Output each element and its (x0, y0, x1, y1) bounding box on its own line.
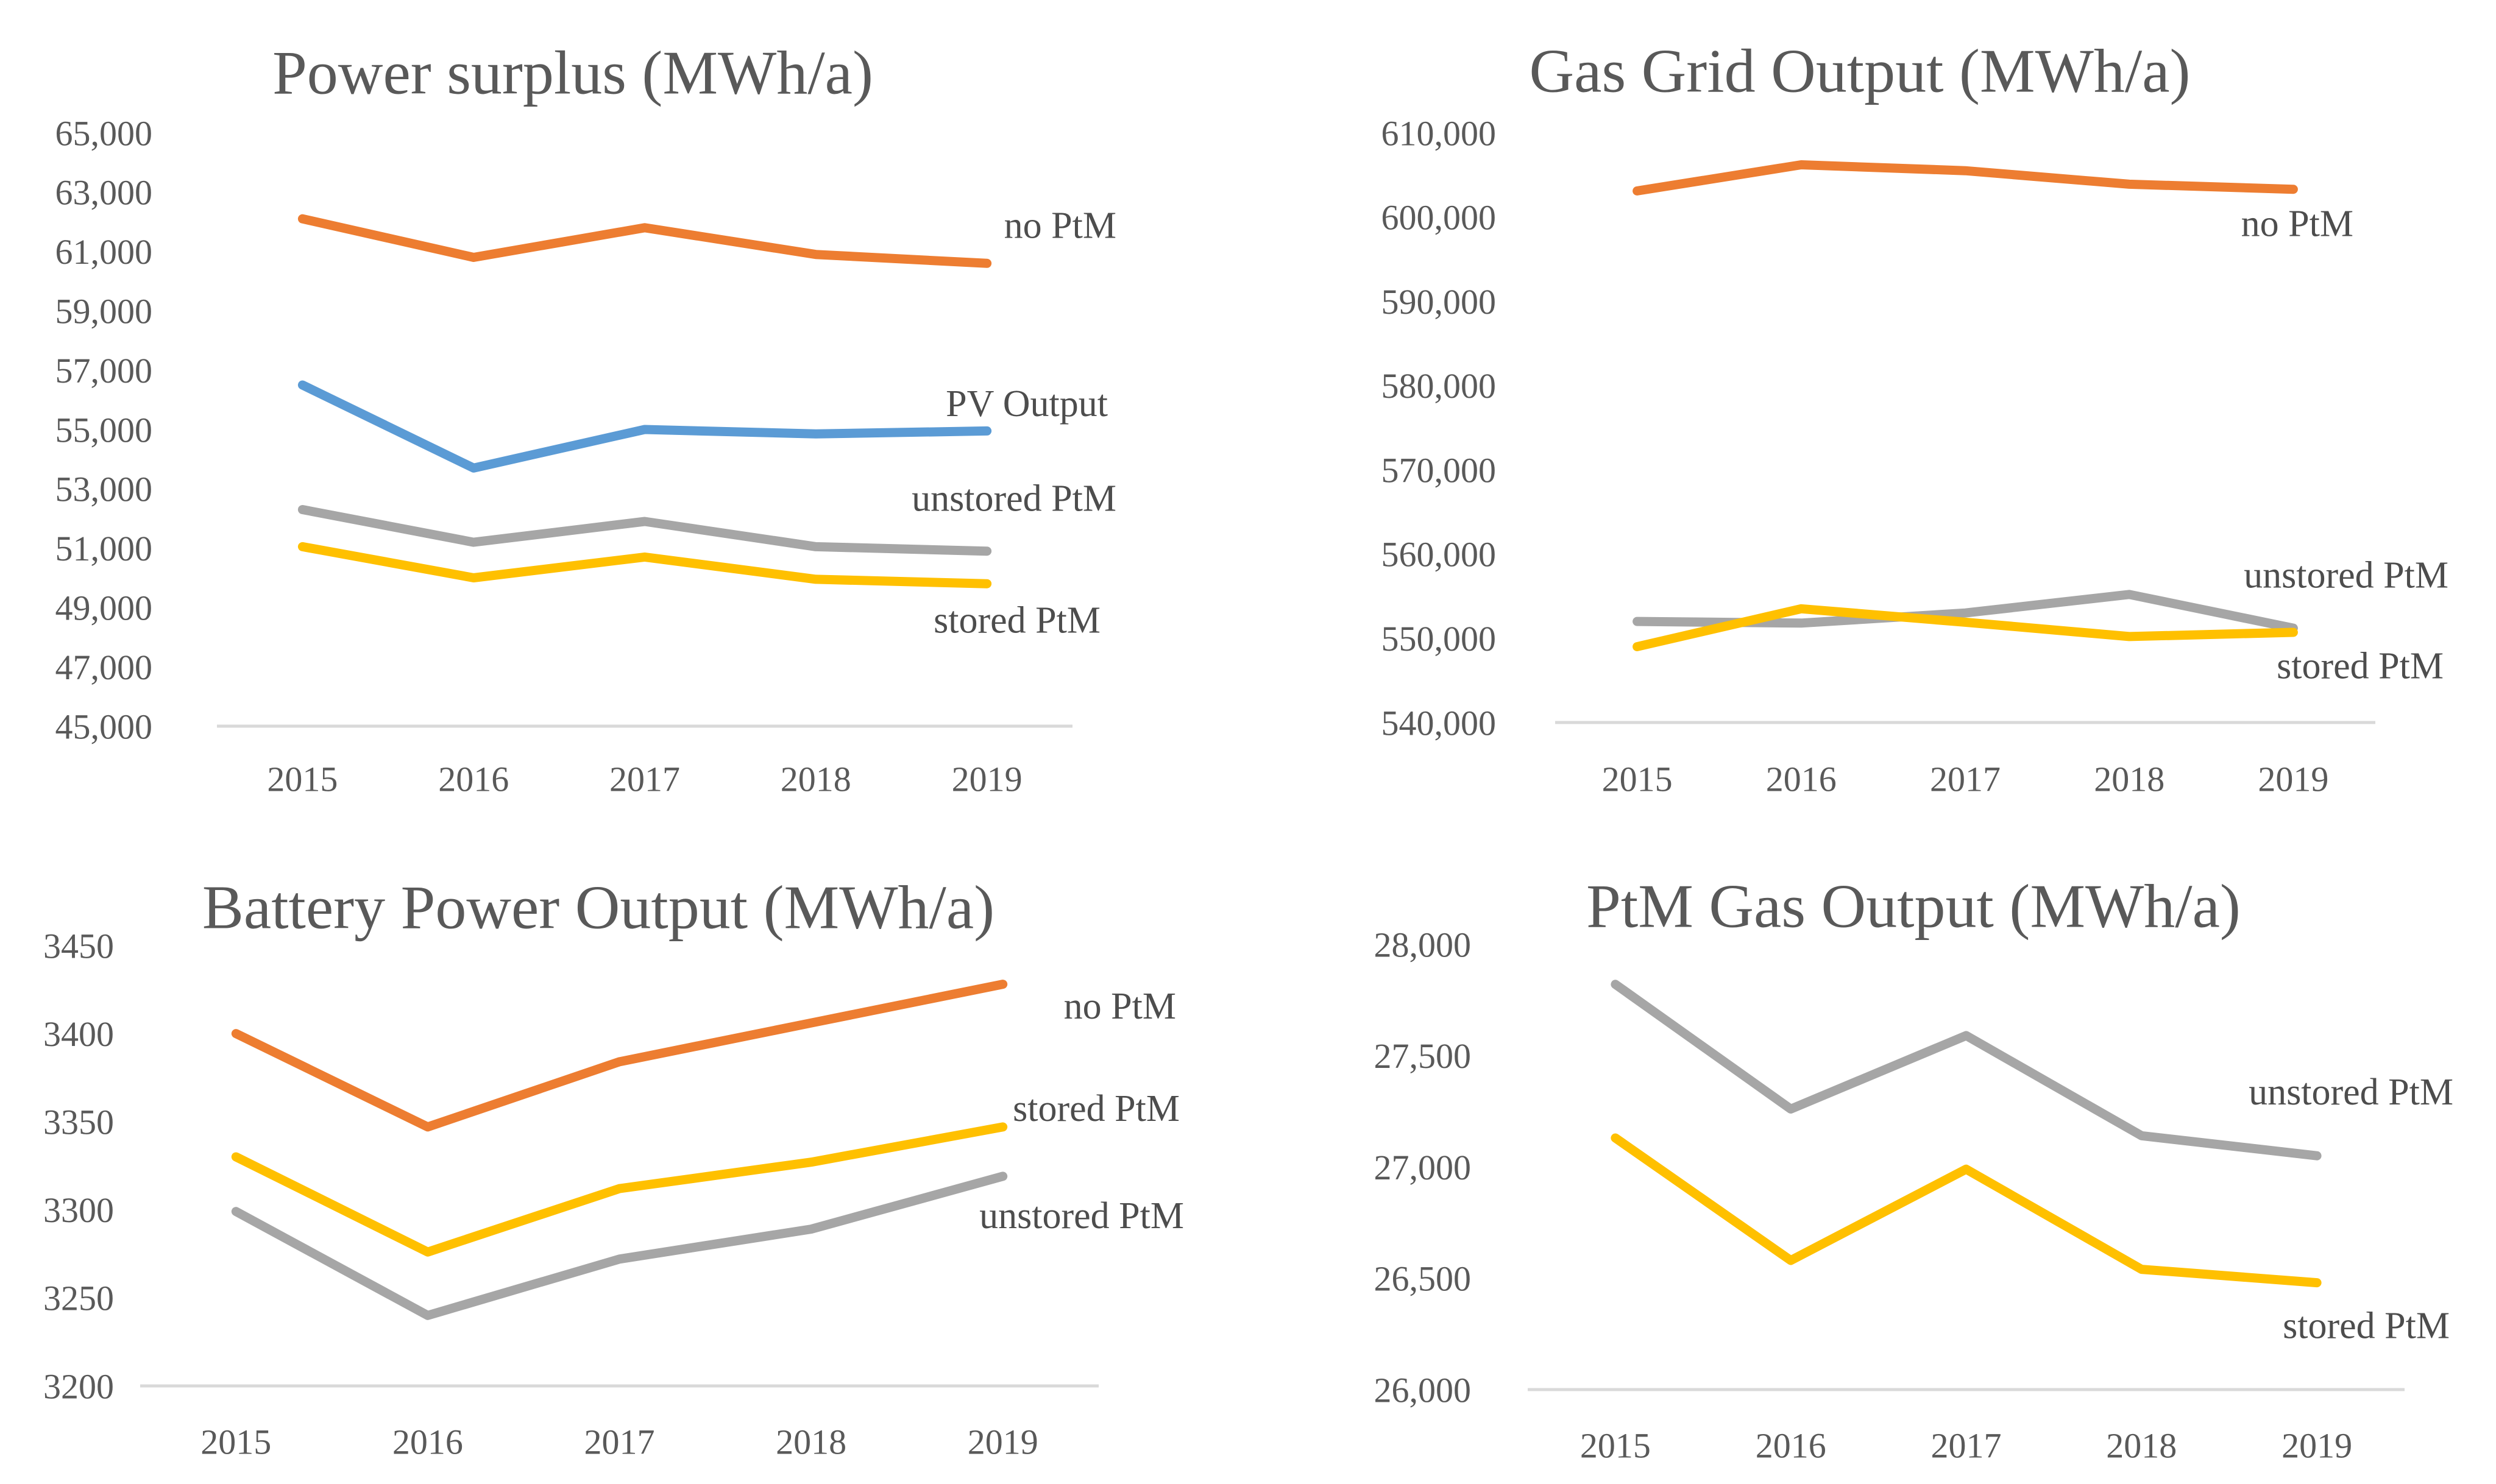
x-axis-label: 2016 (1756, 1426, 1826, 1465)
x-axis-label: 2019 (2282, 1426, 2352, 1465)
chart-gas-grid-output-mwh-a-: Gas Grid Output (MWh/a) 610,000 600,000 590… (1381, 37, 2449, 799)
y-axis-tick-label: 3250 (43, 1279, 114, 1318)
x-axis-label: 2015 (1602, 759, 1673, 799)
series-label-unstored-ptm: unstored PtM (912, 478, 1116, 520)
x-axis-label: 2016 (1766, 759, 1837, 799)
series-label-stored-ptm: stored PtM (2283, 1306, 2450, 1347)
series-line-stored-ptm (1611, 1133, 2322, 1288)
series-label-unstored-ptm: unstored PtM (979, 1195, 1184, 1237)
series-line-stored-ptm (1633, 604, 2298, 651)
series-line-no-ptm (1633, 160, 2298, 196)
series-line-unstored-ptm (1611, 980, 2322, 1161)
y-axis-tick-label: 540,000 (1381, 703, 1497, 743)
series-line-stored-ptm (231, 1122, 1008, 1257)
x-axis-label: 2018 (2094, 759, 2164, 799)
y-axis-tick-label: 3300 (43, 1190, 114, 1230)
y-axis-tick-label: 51,000 (55, 529, 153, 568)
x-axis-label: 2018 (781, 759, 851, 799)
y-axis-tick-label: 590,000 (1381, 282, 1497, 322)
y-axis-tick-label: 55,000 (55, 410, 153, 450)
series-line-stored-ptm (297, 542, 992, 588)
y-axis-tick-label: 49,000 (55, 588, 153, 628)
series-label-no-ptm: no PtM (1004, 205, 1116, 247)
x-axis-label: 2019 (952, 759, 1023, 799)
series-label-unstored-ptm: unstored PtM (2244, 554, 2448, 596)
x-axis-label: 2018 (2106, 1426, 2177, 1465)
series-line-unstored-ptm (231, 1171, 1008, 1320)
y-axis-tick-label: 3400 (43, 1014, 114, 1054)
y-axis-tick-label: 53,000 (55, 470, 153, 509)
series-label-stored-ptm: stored PtM (1013, 1088, 1180, 1129)
chart-title: Battery Power Output (MWh/a) (202, 874, 994, 942)
x-axis-label: 2017 (584, 1422, 655, 1461)
y-axis-tick-label: 45,000 (55, 707, 153, 746)
chart-title: PtM Gas Output (MWh/a) (1586, 872, 2241, 941)
y-axis-tick-label: 26,500 (1374, 1259, 1472, 1299)
chart-ptm-gas-output-mwh-a-: PtM Gas Output (MWh/a) 28,000 27,500 27,000… (1374, 872, 2454, 1466)
y-axis-tick-label: 26,000 (1374, 1370, 1472, 1410)
x-axis-label: 2016 (392, 1422, 463, 1461)
chart-battery-power-output-mwh-a-: Battery Power Output (MWh/a) 3450 3400 3350… (43, 874, 1184, 1462)
x-axis-label: 2015 (200, 1422, 271, 1461)
series-line-pv-output (297, 380, 992, 473)
y-axis-tick-label: 600,000 (1381, 198, 1497, 238)
chart-title: Power surplus (MWh/a) (272, 39, 873, 108)
y-axis-tick-label: 610,000 (1381, 113, 1497, 153)
y-axis-tick-label: 65,000 (55, 113, 153, 153)
series-label-stored-ptm: stored PtM (2277, 646, 2444, 687)
x-axis-label: 2017 (1931, 1426, 2002, 1465)
series-line-unstored-ptm (297, 505, 992, 556)
y-axis-tick-label: 63,000 (55, 173, 153, 213)
y-axis-tick-label: 550,000 (1381, 619, 1497, 659)
y-axis-tick-label: 3450 (43, 926, 114, 966)
y-axis-tick-label: 3200 (43, 1366, 114, 1406)
y-axis-tick-label: 570,000 (1381, 450, 1497, 490)
x-axis-label: 2017 (609, 759, 680, 799)
y-axis-tick-label: 27,500 (1374, 1036, 1472, 1076)
series-label-no-ptm: no PtM (2241, 203, 2353, 245)
series-label-no-ptm: no PtM (1064, 986, 1176, 1027)
y-axis-tick-label: 61,000 (55, 232, 153, 272)
chart-power-surplus-mwh-a-: Power surplus (MWh/a) 65,000 63,000 61,000 5… (55, 39, 1117, 799)
chart-title: Gas Grid Output (MWh/a) (1530, 37, 2191, 106)
x-axis-label: 2016 (438, 759, 509, 799)
y-axis-tick-label: 28,000 (1374, 925, 1472, 964)
y-axis-tick-label: 560,000 (1381, 535, 1497, 574)
x-axis-label: 2018 (776, 1422, 846, 1461)
series-line-no-ptm (231, 980, 1008, 1132)
series-label-pv-output: PV Output (946, 383, 1108, 425)
x-axis-label: 2019 (2258, 759, 2328, 799)
x-axis-label: 2015 (1580, 1426, 1651, 1465)
y-axis-tick-label: 47,000 (55, 648, 153, 687)
y-axis-tick-label: 59,000 (55, 292, 153, 331)
x-axis-label: 2019 (968, 1422, 1038, 1461)
x-axis-label: 2017 (1930, 759, 2001, 799)
y-axis-tick-label: 580,000 (1381, 366, 1497, 406)
series-label-stored-ptm: stored PtM (934, 599, 1101, 641)
series-line-no-ptm (297, 214, 992, 268)
y-axis-tick-label: 57,000 (55, 351, 153, 390)
y-axis-tick-label: 3350 (43, 1103, 114, 1142)
y-axis-tick-label: 27,000 (1374, 1148, 1472, 1187)
series-label-unstored-ptm: unstored PtM (2249, 1072, 2453, 1113)
x-axis-label: 2015 (267, 759, 338, 799)
